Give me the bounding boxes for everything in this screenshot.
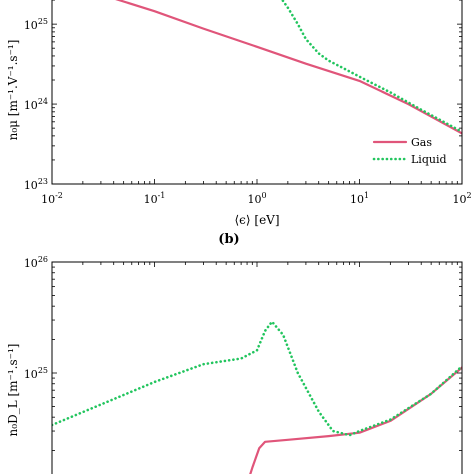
y-axis-label: n₀D_L [m⁻¹.s⁻¹]: [6, 344, 20, 437]
x-tick-label: 10-1: [144, 191, 166, 206]
panel-b-frame: [51, 261, 463, 474]
legend: Gas Liquid: [372, 136, 447, 166]
panel-b-series: [52, 320, 462, 474]
y-tick-label: 1026: [24, 255, 48, 270]
panel-a-frame: [51, 0, 463, 185]
y-tick-label: 1025: [24, 366, 48, 381]
legend-label-gas: Gas: [411, 136, 432, 149]
series-gas-line: [115, 0, 462, 135]
panel-a-series: [115, 0, 462, 135]
x-tick-label: 10-2: [41, 191, 63, 206]
x-tick-label: 100: [247, 191, 266, 206]
series-liquid-line: [280, 0, 462, 134]
panel-b-diffusion-chart: 1025 1026 n₀D_L [m⁻¹.s⁻¹] (b): [6, 232, 463, 474]
y-tick-label: 1024: [24, 97, 48, 112]
series-gas-line: [249, 366, 462, 474]
x-tick-label: 102: [452, 191, 471, 206]
x-tick-label: 101: [350, 191, 369, 206]
panel-label: (b): [218, 232, 239, 247]
panel-a-mobility-chart: 10-2 10-1 100 101 102 1023 1024 1025 ⟨ϵ⟩ [eV] n₀μ…: [6, 0, 472, 227]
y-tick-label: 1023: [24, 177, 48, 192]
y-tick-label: 1025: [24, 17, 48, 32]
y-axis-label: n₀μ [m⁻¹.V⁻¹.s⁻¹]: [6, 40, 20, 141]
series-liquid-line: [52, 320, 462, 437]
legend-label-liquid: Liquid: [411, 153, 447, 166]
x-axis-label: ⟨ϵ⟩ [eV]: [234, 213, 279, 227]
